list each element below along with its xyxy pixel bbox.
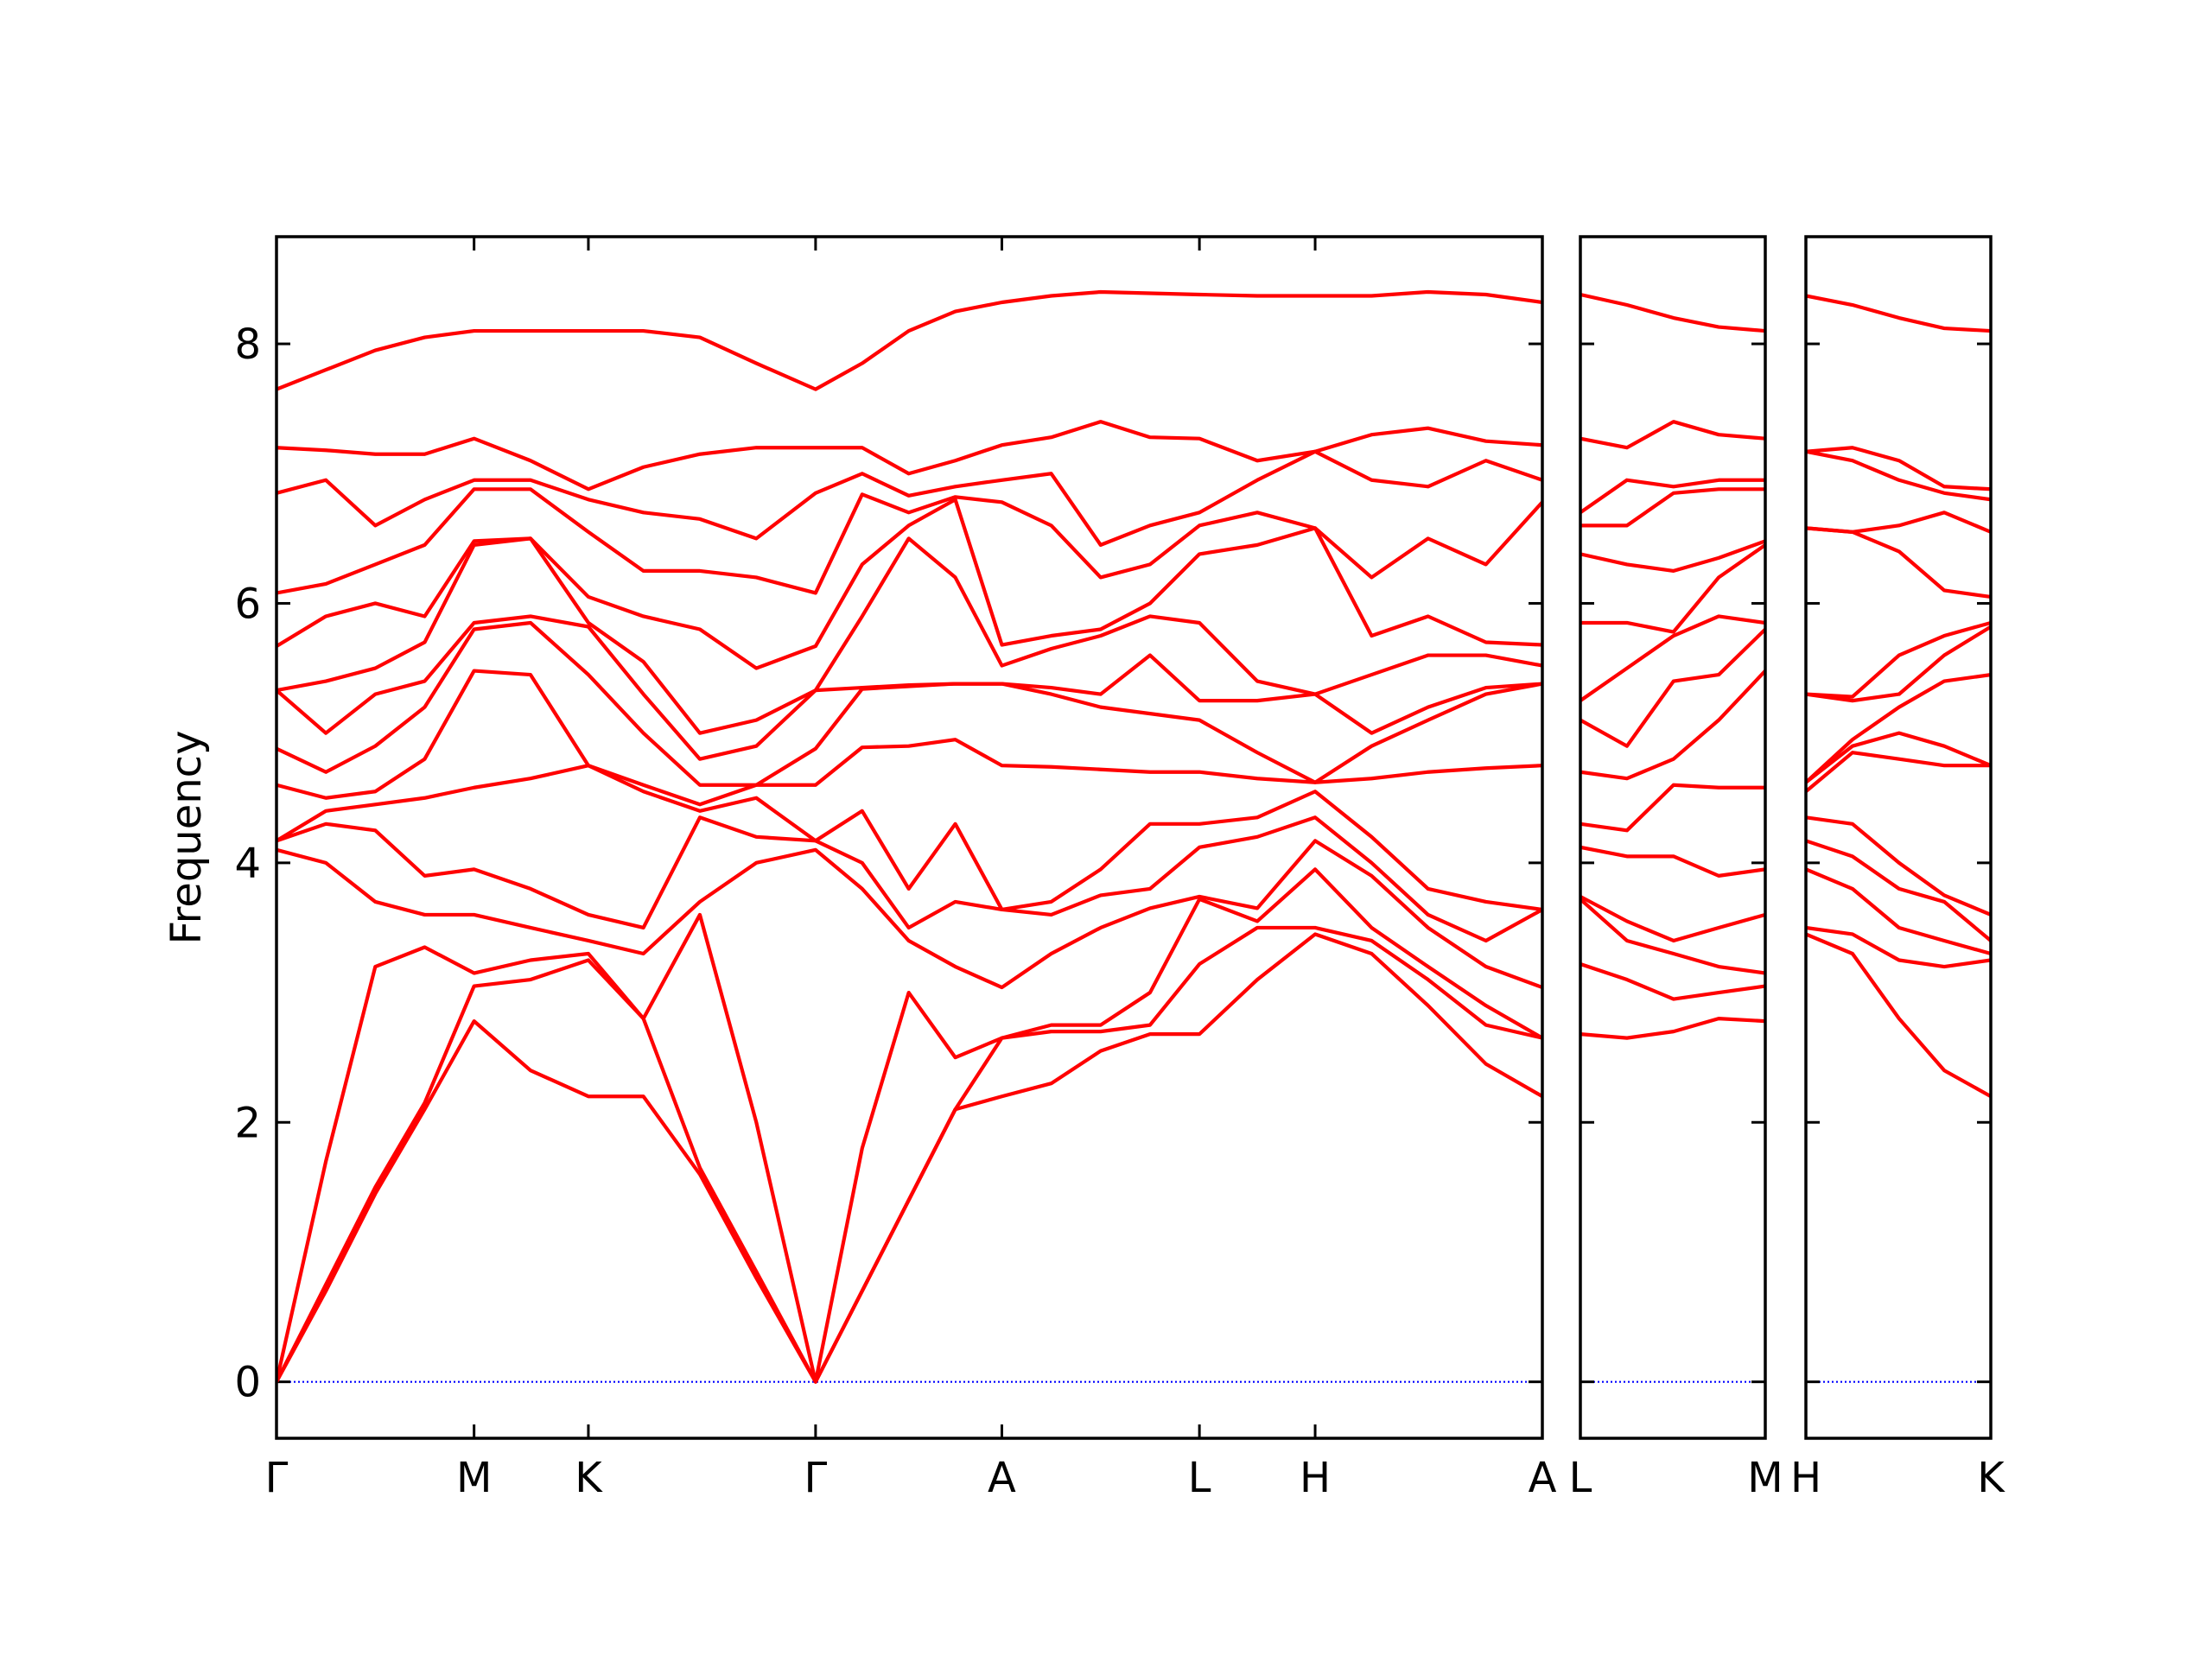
band-line (1580, 478, 1765, 515)
band-line (1806, 839, 1991, 942)
x-tick-label: A (1529, 1454, 1557, 1502)
x-tick-label: H (1790, 1454, 1821, 1502)
x-tick-label: K (575, 1454, 603, 1502)
band-line (276, 420, 1542, 492)
band-line (1580, 845, 1765, 878)
band-line (276, 764, 1542, 912)
axes-frame (1579, 235, 1767, 1440)
band-line (1580, 543, 1765, 634)
x-tick-label: L (1188, 1454, 1211, 1502)
axes-frame (275, 235, 1544, 1440)
band-line (276, 536, 1542, 735)
band-line (1806, 446, 1991, 492)
band-line (1806, 294, 1991, 333)
band-line (276, 669, 1542, 807)
band-line (276, 289, 1542, 391)
y-tick-label: 6 (234, 580, 261, 628)
bands (1580, 292, 1765, 1040)
band-line (1806, 620, 1991, 699)
x-tick-label: A (988, 1454, 1016, 1502)
band-line (1580, 669, 1765, 781)
x-tick-label: M (1747, 1454, 1783, 1502)
y-tick-label: 2 (234, 1099, 261, 1147)
band-line (1806, 867, 1991, 956)
band-line (1806, 526, 1991, 599)
y-axis-label: Frequency (162, 731, 211, 945)
y-tick-label: 4 (234, 840, 261, 888)
band-line (1806, 751, 1991, 793)
band-line (1806, 731, 1991, 784)
band-line (1580, 898, 1765, 975)
band-line (1806, 672, 1991, 784)
band-line (1580, 895, 1765, 943)
x-tick-label: L (1569, 1454, 1592, 1502)
x-tick-label: Γ (804, 1454, 828, 1502)
band-line (1580, 292, 1765, 333)
band-line (1580, 487, 1765, 528)
axes-frame (1804, 235, 1993, 1440)
band-line (276, 839, 1542, 990)
band-line (1806, 511, 1991, 534)
x-tick-label: M (456, 1454, 492, 1502)
band-line (1580, 627, 1765, 748)
band-line (1580, 420, 1765, 450)
band-line (276, 925, 1542, 1384)
x-tick-label: K (1977, 1454, 2005, 1502)
x-tick-label: Γ (265, 1454, 289, 1502)
band-line (1806, 815, 1991, 917)
y-tick-label: 0 (234, 1359, 261, 1407)
band-line (1806, 625, 1991, 703)
band-line (1580, 614, 1765, 702)
band-line (276, 815, 1542, 943)
band-line (1806, 932, 1991, 1099)
band-line (1806, 925, 1991, 969)
band-line (276, 487, 1542, 595)
band-line (276, 867, 1542, 1384)
band-line (1580, 962, 1765, 1001)
band-line (276, 620, 1542, 787)
x-tick-label: H (1300, 1454, 1331, 1502)
band-line (1580, 1017, 1765, 1040)
band-line (1806, 449, 1991, 502)
band-line (1580, 783, 1765, 833)
bands (1806, 294, 1991, 1099)
band-line (1580, 539, 1765, 574)
y-tick-label: 8 (234, 320, 261, 369)
bands (276, 289, 1542, 1384)
